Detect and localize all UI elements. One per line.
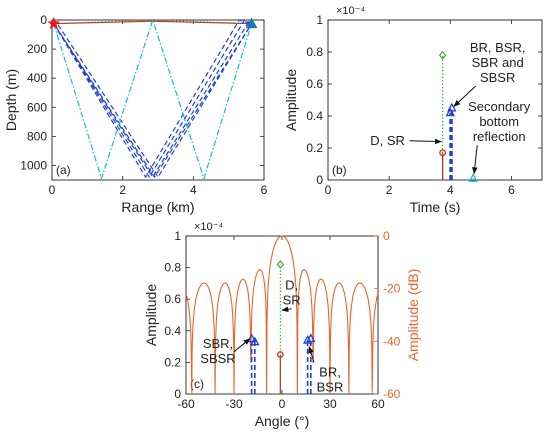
annotation-text: D, bbox=[285, 278, 298, 293]
y2-axis-label: Amplitude (dB) bbox=[405, 269, 421, 362]
x-tick-label: 4 bbox=[190, 183, 197, 197]
stem-circle-marker bbox=[439, 149, 447, 157]
stem-triangle-marker bbox=[468, 173, 478, 182]
y-tick-label: 0 bbox=[174, 387, 181, 401]
annotation-text: SBR and bbox=[472, 55, 524, 70]
y-tick-label: 400 bbox=[27, 71, 47, 85]
ray-path-dashed bbox=[51, 19, 253, 179]
y-axis-label: Amplitude bbox=[143, 284, 159, 346]
ray-path-dashdot bbox=[53, 18, 253, 181]
panel-c-angle-amplitude-chart: -60 -30 0 30 60 0 0.2 0.4 0.6 0.8 1 Angle (°) Amplit… bbox=[143, 221, 421, 429]
y-tick-label: 0.8 bbox=[306, 45, 323, 59]
x-tick-label: 4 bbox=[447, 183, 454, 197]
y-axis-label: Depth (m) bbox=[3, 69, 19, 131]
ray-path-dashed bbox=[53, 18, 253, 179]
annotation-text: bottom bbox=[479, 114, 519, 129]
x-tick-label: 2 bbox=[386, 183, 393, 197]
x-axis-label: Time (s) bbox=[410, 199, 461, 215]
stem-triangle-marker bbox=[306, 333, 316, 343]
y-tick-label: 0 bbox=[40, 13, 47, 27]
y2-tick-label: -40 bbox=[383, 334, 401, 348]
annotation-arrow bbox=[472, 145, 478, 175]
annotation-text: BR, bbox=[319, 365, 341, 380]
panel-label: (b) bbox=[332, 163, 347, 177]
y-tick-label: 0.4 bbox=[164, 324, 181, 338]
beam-pattern-curve bbox=[185, 235, 379, 395]
x-tick-label: 2 bbox=[119, 183, 126, 197]
y-tick-label: 200 bbox=[27, 42, 47, 56]
y-exponent-label: ×10⁻⁴ bbox=[336, 5, 365, 17]
annotation-text: SBSR bbox=[480, 70, 515, 85]
y-tick-label: 0.6 bbox=[164, 292, 181, 306]
annotation-text: SR bbox=[283, 293, 301, 308]
source-star-marker bbox=[47, 16, 61, 30]
x-tick-label: 60 bbox=[371, 397, 385, 411]
plot-area-frame bbox=[327, 19, 543, 181]
annotation-text: SBSR bbox=[200, 351, 235, 366]
y2-tick-label: -60 bbox=[383, 387, 401, 401]
annotation-text: BR, BSR, bbox=[470, 40, 526, 55]
panel-label: (c) bbox=[190, 377, 204, 391]
annotation-text: BSR bbox=[317, 380, 344, 395]
y-tick-label: 1000 bbox=[20, 158, 47, 172]
annotation-arrow bbox=[308, 345, 315, 363]
x-tick-label: -60 bbox=[177, 397, 195, 411]
annotation-text: SBR, bbox=[203, 336, 233, 351]
y-tick-label: 600 bbox=[27, 100, 47, 114]
panel-a-range-depth-chart: 0 2 4 6 0 200 400 600 800 1000 Range (km) Depth (m)… bbox=[3, 13, 268, 215]
y2-tick-label: 0 bbox=[383, 229, 390, 243]
y-axis-label: Amplitude bbox=[283, 69, 299, 131]
x-tick-label: 30 bbox=[323, 397, 337, 411]
ray-path-dotted bbox=[53, 19, 252, 25]
x-tick-label: 0 bbox=[49, 183, 56, 197]
annotation-arrow bbox=[409, 138, 442, 145]
ray-path-dashed bbox=[53, 19, 252, 179]
x-tick-label: -30 bbox=[225, 397, 243, 411]
y-tick-label: 0.4 bbox=[306, 109, 323, 123]
stem-triangle-marker bbox=[447, 102, 457, 112]
annotation-text: reflection bbox=[473, 129, 526, 144]
x-tick-label: 6 bbox=[508, 183, 515, 197]
annotation-arrow bbox=[233, 338, 251, 353]
y-tick-label: 1 bbox=[316, 13, 323, 27]
y2-tick-label: -20 bbox=[383, 282, 401, 296]
receiver-triangle-marker bbox=[245, 17, 258, 29]
y-tick-label: 800 bbox=[27, 129, 47, 143]
annotation-arrow bbox=[281, 306, 292, 313]
y-tick-label: 0 bbox=[316, 173, 323, 187]
y-exponent-label: ×10⁻⁴ bbox=[194, 221, 223, 233]
stem-triangle-marker bbox=[302, 334, 313, 344]
panel-label: (a) bbox=[56, 163, 71, 177]
y-tick-label: 0.2 bbox=[306, 141, 323, 155]
stem-diamond-marker bbox=[438, 50, 447, 60]
x-axis-label: Angle (°) bbox=[255, 413, 310, 429]
y-tick-label: 1 bbox=[174, 229, 181, 243]
annotation-text: Secondary bbox=[468, 99, 531, 114]
stem-circle-marker bbox=[277, 351, 284, 358]
y-tick-label: 0.8 bbox=[164, 261, 181, 275]
stem-diamond-marker bbox=[276, 260, 285, 269]
stem-triangle-marker bbox=[246, 333, 257, 343]
plot-area-frame bbox=[51, 19, 265, 181]
x-axis-label: Range (km) bbox=[121, 199, 194, 215]
panel-b-time-amplitude-chart: 0 2 4 6 0 0.2 0.4 0.6 0.8 1 Time (s) Amplitude (b) ×1… bbox=[283, 5, 543, 215]
ray-path-dashed bbox=[51, 19, 253, 179]
ray-path-dashed bbox=[53, 19, 252, 179]
y-tick-label: 0.2 bbox=[164, 355, 181, 369]
annotation-text: D, SR bbox=[370, 133, 405, 148]
x-tick-label: 0 bbox=[325, 183, 332, 197]
y-tick-label: 0.6 bbox=[306, 77, 323, 91]
x-tick-label: 0 bbox=[279, 397, 286, 411]
x-tick-label: 6 bbox=[261, 183, 268, 197]
annotation-arrow bbox=[453, 85, 477, 107]
